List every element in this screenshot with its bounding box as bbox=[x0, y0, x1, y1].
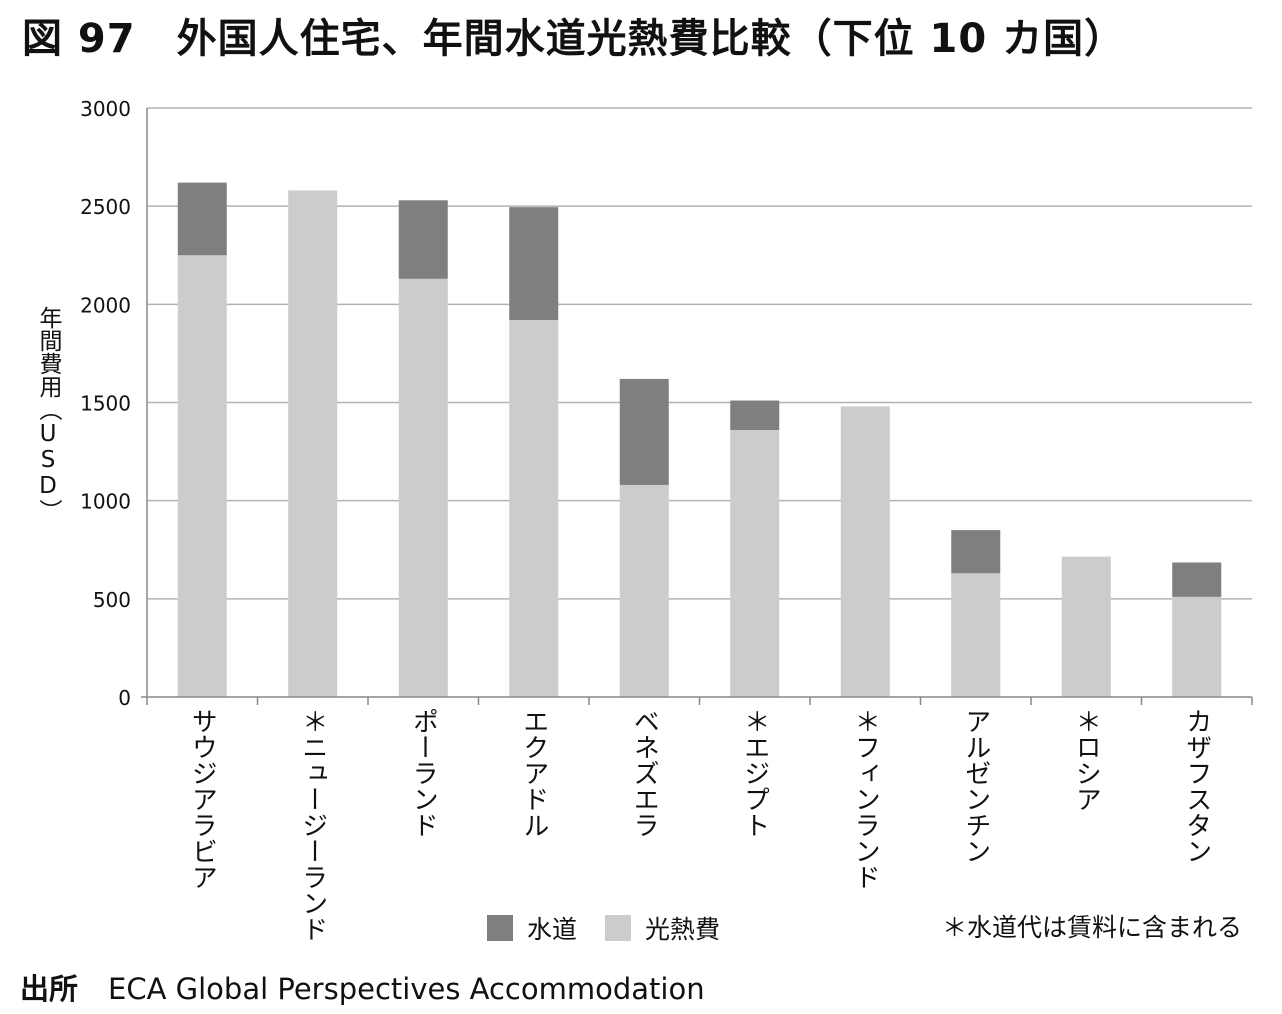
y-axis-label-text: 年間費用（USD） bbox=[35, 306, 63, 522]
bar-water-10 bbox=[1172, 562, 1222, 597]
legend-swatch-utilities bbox=[605, 915, 632, 941]
x-tick-label: カザフスタン bbox=[1182, 708, 1212, 864]
x-tick-label: ベネズエラ bbox=[629, 708, 659, 838]
bar-water-5 bbox=[619, 378, 669, 485]
y-tick-label: 1000 bbox=[80, 490, 131, 514]
bar-water-3 bbox=[398, 200, 448, 279]
x-tick-label: サウジアラビア bbox=[187, 708, 217, 890]
bar-utilities-2 bbox=[288, 190, 338, 697]
legend-item-utilities: 光熱費 bbox=[605, 910, 720, 946]
source-text: ECA Global Perspectives Accommodation bbox=[108, 972, 705, 1006]
legend-item-water: 水道 bbox=[487, 910, 577, 946]
legend-label-utilities: 光熱費 bbox=[645, 915, 721, 944]
y-tick-label: 500 bbox=[93, 588, 131, 612]
source-label: 出所 bbox=[20, 972, 79, 1006]
x-tick-label: ＊エジプト bbox=[740, 708, 770, 838]
y-axis-label: 年間費用（USD） bbox=[35, 306, 63, 522]
bar-utilities-3 bbox=[398, 278, 448, 697]
y-tick-label: 2500 bbox=[80, 195, 131, 219]
bar-utilities-5 bbox=[619, 484, 669, 697]
x-tick-labels: サウジアラビア ＊ニュージーランド ポーランド エクアドル ベネズエラ ＊エジプト ＊フィン… bbox=[187, 708, 1212, 942]
bar-utilities-8 bbox=[951, 573, 1001, 697]
bar-water-4 bbox=[509, 207, 559, 321]
legend-swatch-water bbox=[487, 915, 513, 941]
x-tick-label: ＊フィンランド bbox=[850, 708, 880, 890]
y-tick-label: 3000 bbox=[80, 97, 131, 121]
bar-utilities-7 bbox=[840, 406, 890, 697]
bar-utilities-10 bbox=[1172, 596, 1222, 697]
x-tick-label: エクアドル bbox=[519, 708, 549, 838]
y-tick-label: 0 bbox=[118, 686, 131, 710]
legend-label-water: 水道 bbox=[527, 915, 578, 944]
bar-utilities-9 bbox=[1061, 556, 1111, 697]
bar-utilities-4 bbox=[509, 320, 559, 697]
legend: 水道 光熱費 bbox=[487, 910, 748, 946]
y-tick-label: 2000 bbox=[80, 293, 131, 317]
bar-utilities-1 bbox=[177, 255, 227, 697]
bar-water-8 bbox=[951, 530, 1001, 574]
page-title: 図 97 外国人住宅、年間水道光熱費比較（下位 10 カ国） bbox=[22, 16, 1126, 62]
bar-utilities-6 bbox=[730, 429, 780, 697]
axes bbox=[141, 108, 1253, 705]
source-line: 出所 ECA Global Perspectives Accommodation bbox=[20, 966, 705, 1008]
x-tick-label: ＊ロシア bbox=[1071, 708, 1101, 812]
x-tick-label: ポーランド bbox=[408, 708, 438, 838]
y-tick-label: 1500 bbox=[80, 392, 131, 416]
bar-water-6 bbox=[730, 400, 780, 430]
y-tick-labels: 0 500 1000 1500 2000 2500 3000 bbox=[80, 97, 131, 710]
x-tick-label: アルゼンチン bbox=[961, 708, 991, 864]
footnote: ＊水道代は賃料に含まれる bbox=[942, 913, 1243, 942]
bars bbox=[177, 182, 1222, 697]
x-tick-label: ＊ニュージーランド bbox=[298, 708, 328, 942]
bar-water-1 bbox=[177, 182, 227, 256]
